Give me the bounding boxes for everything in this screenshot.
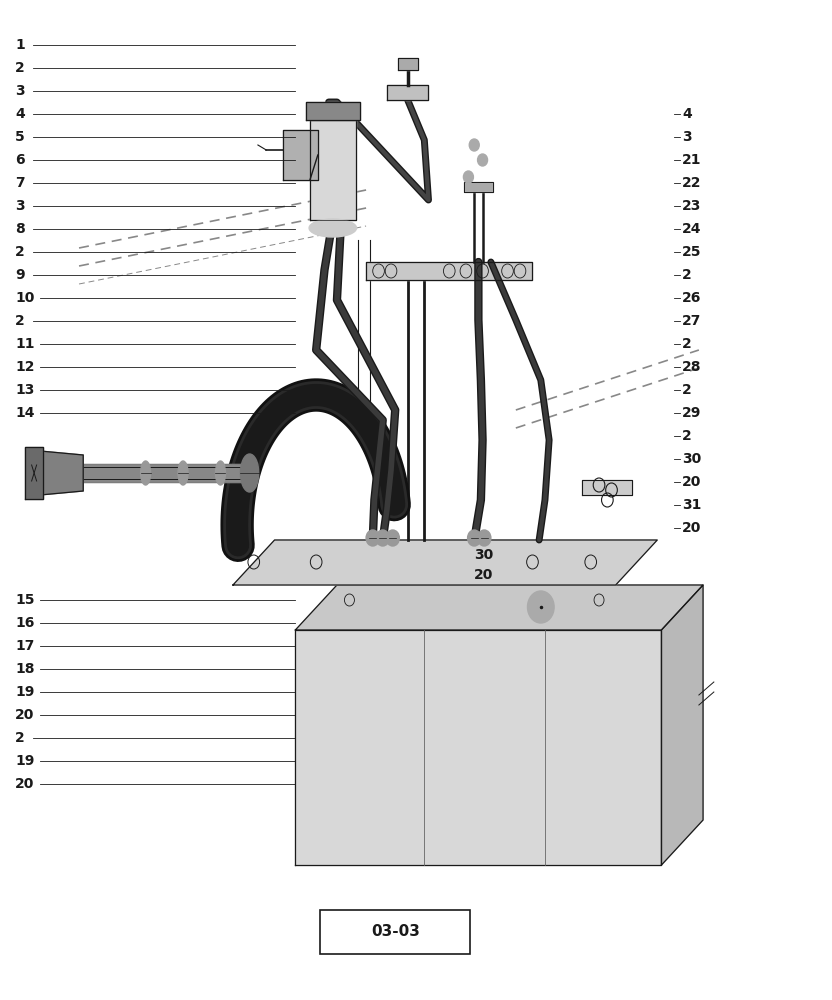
Polygon shape (295, 630, 661, 865)
Text: 2: 2 (15, 314, 25, 328)
Polygon shape (464, 182, 493, 192)
Ellipse shape (141, 461, 151, 485)
Circle shape (463, 171, 473, 183)
Text: 20: 20 (682, 521, 701, 535)
Polygon shape (582, 480, 632, 495)
Text: 28: 28 (682, 360, 701, 374)
Polygon shape (305, 102, 359, 120)
Polygon shape (398, 58, 418, 70)
Text: 2: 2 (682, 337, 692, 351)
Text: 4: 4 (682, 107, 692, 121)
Text: 11: 11 (15, 337, 34, 351)
Circle shape (376, 530, 389, 546)
Text: 2: 2 (682, 429, 692, 443)
Text: 30: 30 (682, 452, 701, 466)
Text: 10: 10 (15, 291, 34, 305)
Text: 29: 29 (682, 406, 701, 420)
Text: 25: 25 (682, 245, 701, 259)
Text: 15: 15 (15, 593, 34, 607)
Circle shape (478, 530, 491, 546)
Text: 23: 23 (682, 199, 701, 213)
Text: 20: 20 (15, 708, 34, 722)
Text: 6: 6 (15, 153, 25, 167)
Text: 2: 2 (15, 731, 25, 745)
Circle shape (527, 591, 554, 623)
Text: 21: 21 (682, 153, 701, 167)
Text: 19: 19 (15, 685, 34, 699)
Text: 1: 1 (15, 38, 25, 52)
Text: 3: 3 (682, 130, 692, 144)
Text: 26: 26 (682, 291, 701, 305)
Circle shape (386, 530, 399, 546)
Polygon shape (366, 262, 532, 280)
Text: 19: 19 (15, 754, 34, 768)
Text: 3: 3 (15, 84, 25, 98)
Ellipse shape (215, 461, 225, 485)
Polygon shape (387, 85, 428, 100)
Ellipse shape (310, 219, 356, 237)
Text: 24: 24 (682, 222, 701, 236)
Text: 2: 2 (15, 61, 25, 75)
Text: 20: 20 (15, 777, 34, 791)
Polygon shape (295, 585, 703, 630)
Ellipse shape (240, 454, 259, 492)
Text: 20: 20 (474, 568, 493, 582)
Text: 16: 16 (15, 616, 34, 630)
Text: 18: 18 (15, 662, 34, 676)
Bar (283, 130, 318, 180)
Polygon shape (233, 540, 657, 585)
Text: 12: 12 (15, 360, 34, 374)
Circle shape (366, 530, 379, 546)
FancyBboxPatch shape (320, 910, 470, 954)
Text: 2: 2 (15, 245, 25, 259)
Text: 20: 20 (682, 475, 701, 489)
Text: 14: 14 (15, 406, 34, 420)
Circle shape (469, 139, 479, 151)
Text: 9: 9 (15, 268, 25, 282)
Polygon shape (25, 447, 43, 499)
Text: 5: 5 (15, 130, 25, 144)
Text: 2: 2 (682, 268, 692, 282)
Text: 22: 22 (682, 176, 701, 190)
Ellipse shape (178, 461, 188, 485)
Text: 7: 7 (15, 176, 25, 190)
Text: 17: 17 (15, 639, 34, 653)
Text: 03-03: 03-03 (371, 924, 419, 940)
Polygon shape (40, 451, 83, 495)
Text: 31: 31 (682, 498, 701, 512)
Text: 8: 8 (15, 222, 25, 236)
Text: 13: 13 (15, 383, 34, 397)
Circle shape (468, 530, 481, 546)
Text: 27: 27 (682, 314, 701, 328)
Bar (310, 120, 356, 220)
Circle shape (478, 154, 488, 166)
Text: 2: 2 (682, 383, 692, 397)
Text: 30: 30 (474, 548, 493, 562)
Polygon shape (661, 585, 703, 865)
Text: 4: 4 (15, 107, 25, 121)
Text: 3: 3 (15, 199, 25, 213)
